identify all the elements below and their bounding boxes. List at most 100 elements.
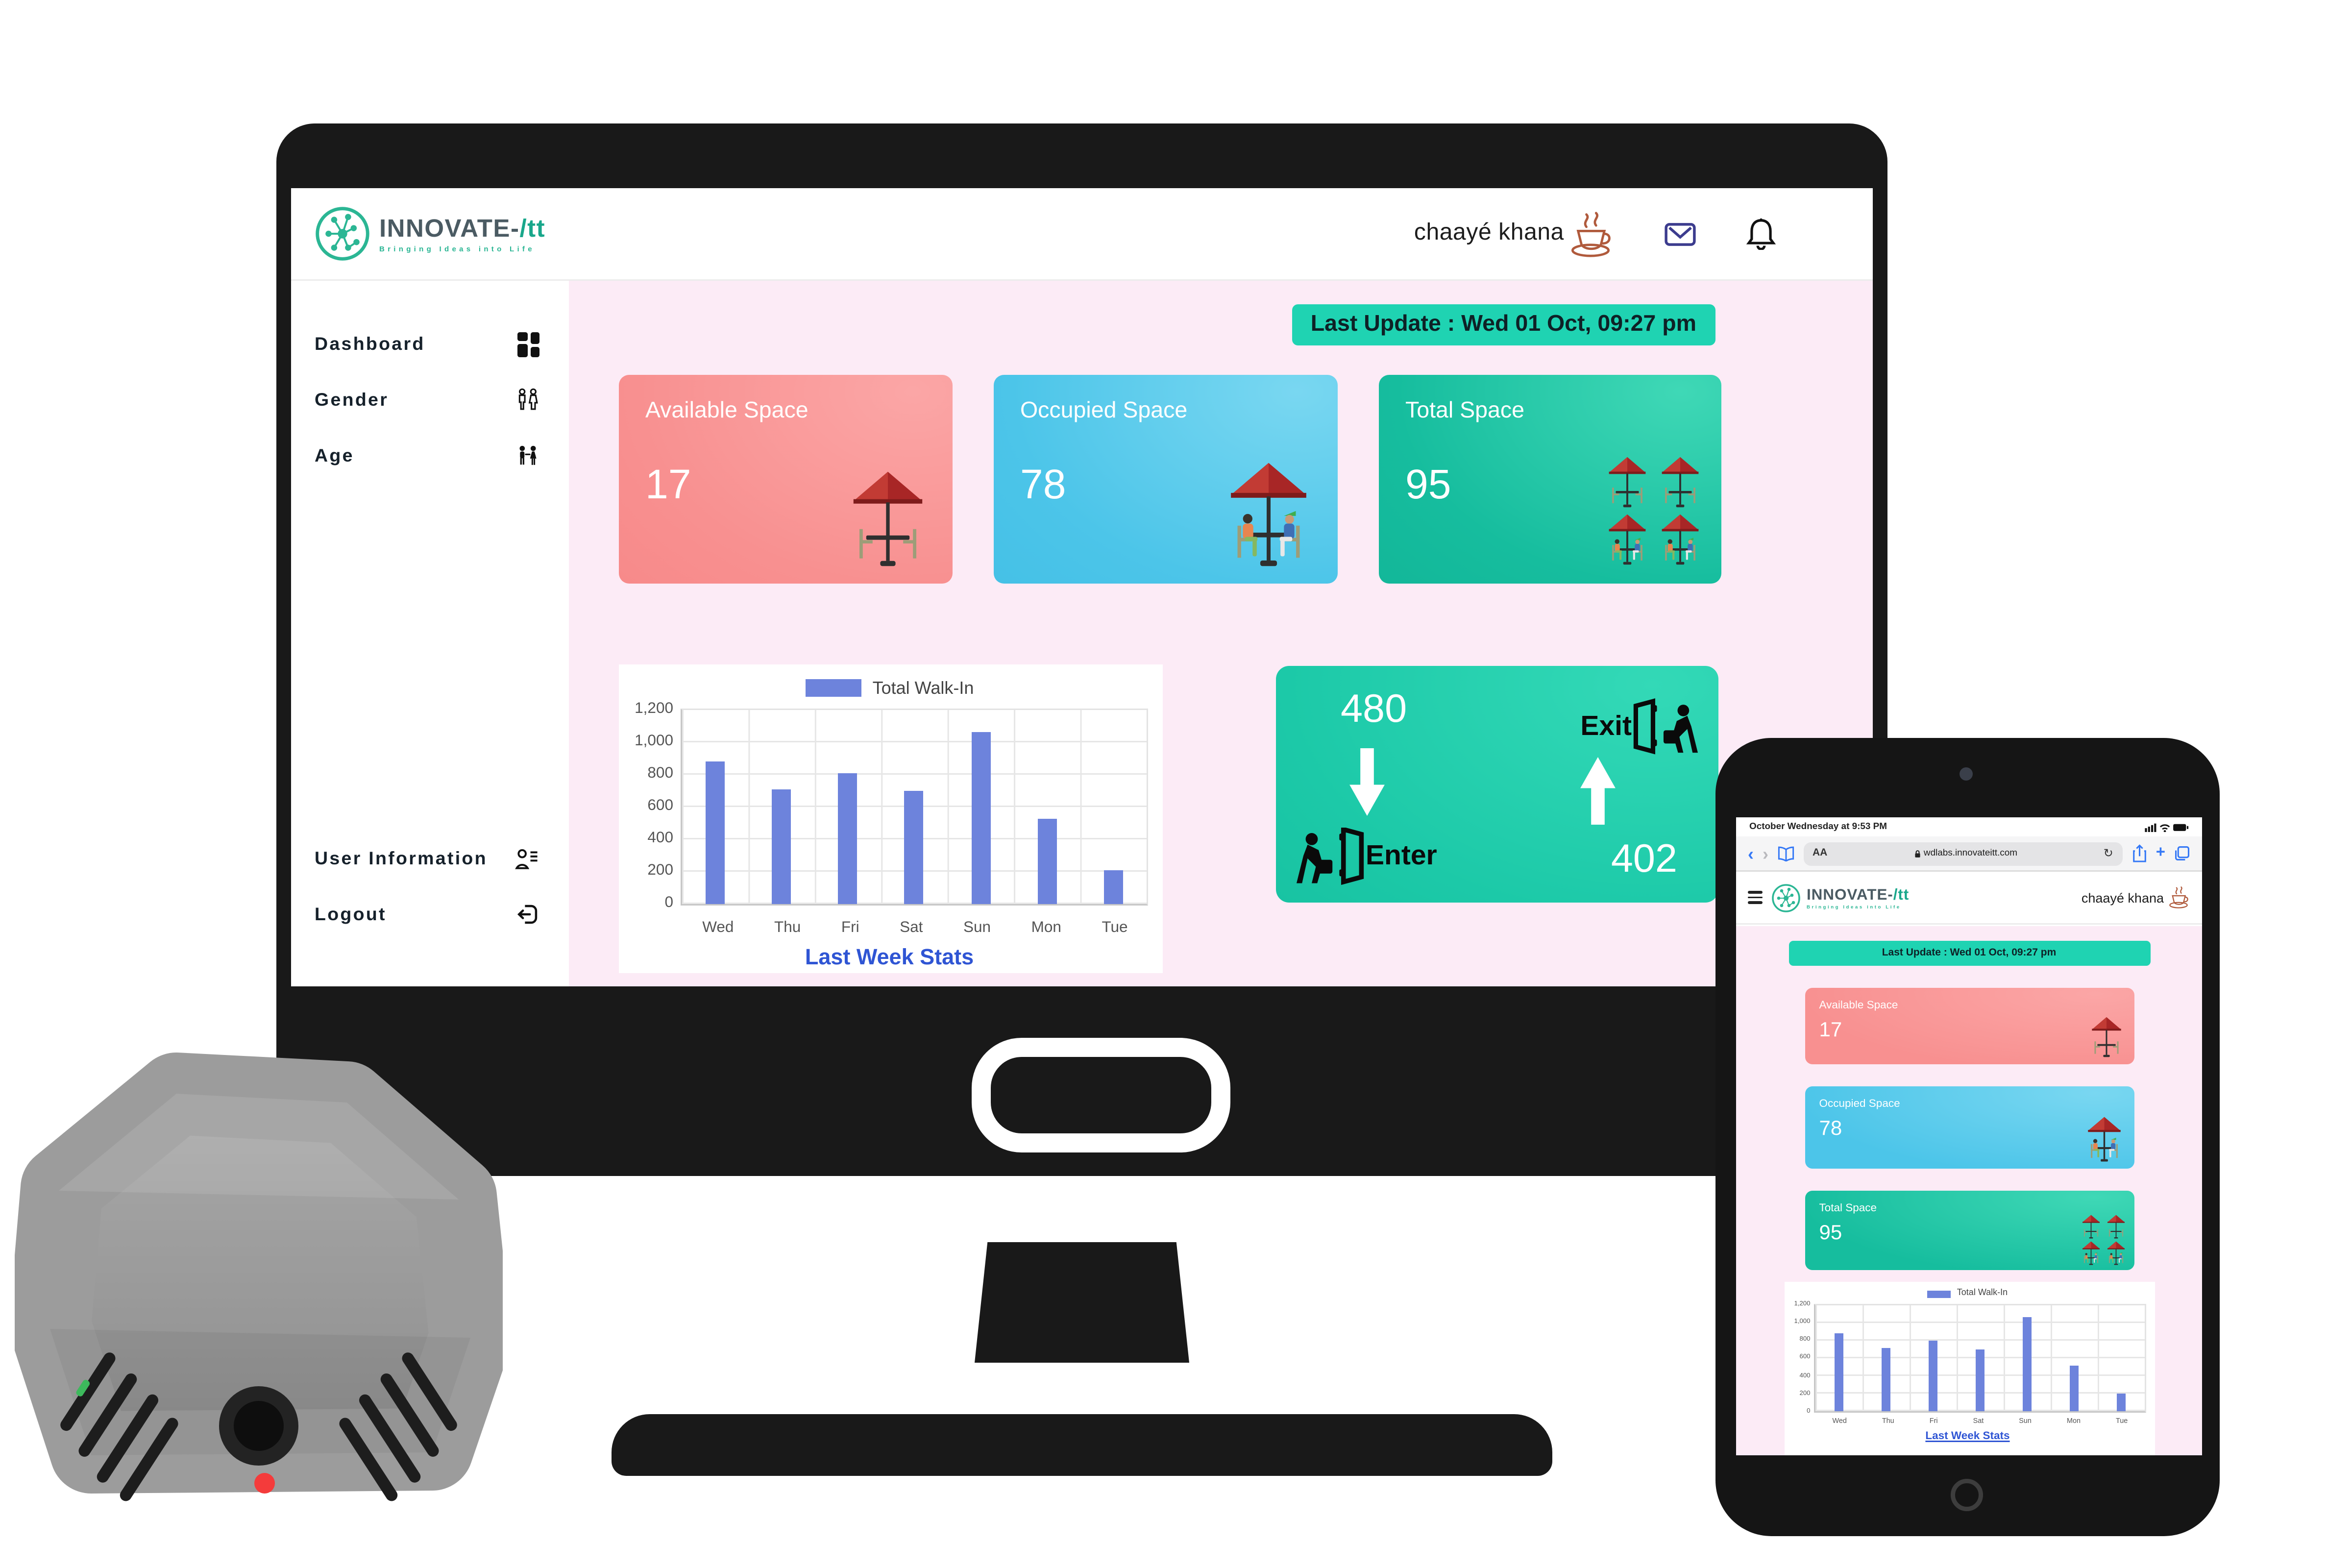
desktop-monitor: INNOVATE-/tt Bringing Ideas into Life ch…	[276, 123, 1887, 1176]
page-url: wdlabs.innovateitt.com	[1833, 848, 2097, 858]
monitor-stand-neck	[975, 1242, 1189, 1363]
tablet-browser-bar: ‹ › AA wdlabs.innovateitt.com ↻	[1736, 836, 2202, 872]
notifications-bell-icon[interactable]	[1746, 218, 1776, 250]
enter-door-icon	[1297, 828, 1364, 886]
dashboard-grid-icon	[517, 331, 539, 357]
desktop-screen: INNOVATE-/tt Bringing Ideas into Life ch…	[291, 188, 1873, 986]
umbrella-tables-grid-icon	[1607, 456, 1701, 566]
chart-grid	[681, 709, 1148, 906]
down-arrow-icon	[1349, 748, 1385, 816]
tablet-camera	[1960, 767, 1973, 781]
walkin-chart-card: Total Walk-In 1,200 1,000 800 600 400 200 0 We…	[619, 664, 1163, 973]
tablet-status-bar: October Wednesday at 9:53 PM	[1736, 817, 2202, 836]
last-update-banner: Last Update : Wed 01 Oct, 09:27 pm	[1291, 304, 1715, 345]
browser-back-button[interactable]: ‹	[1748, 843, 1754, 864]
sidebar: Dashboard Gender Age	[291, 281, 569, 986]
customer-brand: chaayé khana	[1414, 211, 1614, 257]
bookmarks-icon[interactable]	[1777, 845, 1795, 861]
sidebar-item-user-information[interactable]: User Information	[291, 831, 569, 886]
monitor-stand-base	[612, 1414, 1552, 1476]
logo-title: INNOVATE-/tt	[379, 214, 546, 242]
sidebar-item-age[interactable]: Age	[291, 428, 569, 484]
walkin-chart-card: Total Walk-In 1,200 1,000 800 600 400 200 0 We…	[1784, 1282, 2155, 1455]
total-space-card: Total Space 95	[1804, 1191, 2134, 1270]
chart-y-axis: 1,200 1,000 800 600 400 200 0	[635, 700, 673, 911]
monitor-logo-slot	[972, 1038, 1230, 1152]
coffee-cup-icon	[1567, 211, 1614, 257]
new-tab-button[interactable]: +	[2156, 844, 2165, 861]
chart-legend: Total Walk-In	[631, 678, 1148, 698]
legend-swatch	[805, 679, 861, 697]
sidebar-item-dashboard[interactable]: Dashboard	[291, 316, 569, 372]
tablet-dashboard-content: Last Update : Wed 01 Oct, 09:27 pm Avail…	[1736, 926, 2202, 1455]
tablet-screen: October Wednesday at 9:53 PM ‹ › AA	[1736, 817, 2202, 1455]
device-green-led	[76, 1379, 90, 1396]
umbrella-table-people-icon	[2085, 1116, 2122, 1163]
share-icon[interactable]	[2131, 844, 2147, 863]
brand-name: chaayé khana	[1414, 220, 1564, 245]
chart-bars	[682, 710, 1147, 904]
last-update-banner: Last Update : Wed 01 Oct, 09:27 pm	[1788, 941, 2150, 966]
iot-sensor-device	[15, 1047, 503, 1535]
chart-x-axis: Wed Thu Fri Sat Sun Mon Tue	[1832, 1419, 2128, 1426]
enter-count: 480	[1341, 686, 1407, 731]
logout-icon	[517, 905, 538, 924]
enter-exit-card: 480 Enter Exit	[1276, 666, 1718, 903]
legend-label: Total Walk-In	[872, 678, 974, 698]
chart-title: Last Week Stats	[805, 945, 974, 970]
user-list-icon	[515, 848, 538, 869]
legend-swatch	[1927, 1290, 1951, 1298]
umbrella-table-icon	[2090, 1016, 2121, 1058]
occupied-space-card: Occupied Space 78	[994, 375, 1338, 584]
status-icons	[2145, 823, 2189, 832]
device-lens	[234, 1401, 284, 1451]
header-actions: chaayé khana	[1414, 211, 1873, 257]
innovate-logo-icon	[1772, 883, 1800, 912]
innovate-logo-icon	[315, 206, 370, 262]
children-icon	[519, 445, 537, 465]
address-bar[interactable]: AA wdlabs.innovateitt.com ↻	[1804, 841, 2122, 865]
mail-icon[interactable]	[1664, 221, 1696, 246]
device-vents-left	[60, 1352, 178, 1501]
dashboard-content: Last Update : Wed 01 Oct, 09:27 pm Avail…	[569, 281, 1873, 986]
customer-brand: chaayé khana	[2082, 886, 2190, 908]
total-space-card: Total Space 95	[1379, 375, 1721, 584]
coffee-cup-icon	[2169, 886, 2188, 908]
desktop-header: INNOVATE-/tt Bringing Ideas into Life ch…	[291, 188, 1873, 281]
chart-y-axis: 1,200 1,000 800 600 400 200 0	[1794, 1299, 1811, 1414]
sidebar-item-logout[interactable]: Logout	[291, 886, 569, 942]
tablet-home-button[interactable]	[1951, 1479, 1983, 1511]
up-arrow-icon	[1580, 757, 1616, 825]
menu-hamburger-icon[interactable]	[1748, 891, 1763, 904]
chart-grid	[1813, 1304, 2146, 1413]
occupied-space-card: Occupied Space 78	[1804, 1086, 2134, 1169]
tabs-icon[interactable]	[2174, 845, 2190, 861]
device-vents-right	[339, 1352, 457, 1501]
umbrella-tables-grid-icon	[2081, 1214, 2125, 1266]
available-space-card: Available Space 17	[619, 375, 953, 584]
gender-figures-icon	[518, 388, 538, 410]
sidebar-item-gender[interactable]: Gender	[291, 372, 569, 428]
chart-title: Last Week Stats	[1925, 1429, 2010, 1442]
reader-text-size-button[interactable]: AA	[1813, 848, 1828, 858]
umbrella-table-people-icon	[1226, 460, 1311, 569]
browser-forward-button[interactable]: ›	[1763, 843, 1768, 864]
enter-group: Enter	[1297, 828, 1437, 886]
exit-group: Exit	[1580, 698, 1698, 757]
chart-x-axis: Wed Thu Fri Sat Sun Mon Tue	[702, 919, 1128, 936]
tablet-app-header: INNOVATE-/tt Bringing Ideas into Life ch…	[1736, 872, 2202, 925]
available-space-card: Available Space 17	[1804, 988, 2134, 1064]
device-red-led	[254, 1473, 275, 1494]
logo-tagline: Bringing Ideas into Life	[379, 245, 535, 254]
exit-door-icon	[1633, 698, 1698, 757]
exit-count: 402	[1611, 836, 1677, 881]
umbrella-table-icon	[850, 469, 926, 569]
sidebar-spacer	[291, 484, 569, 831]
chart-plot: 1,200 1,000 800 600 400 200 0	[631, 701, 1148, 910]
refresh-button[interactable]: ↻	[2103, 847, 2113, 860]
chart-bars	[1815, 1305, 2144, 1411]
stat-cards-row: Available Space 17 Occupied Space 78 Tot…	[619, 375, 1721, 584]
tablet-device: October Wednesday at 9:53 PM ‹ › AA	[1715, 738, 2220, 1536]
app-logo: INNOVATE-/tt Bringing Ideas into Life	[315, 206, 545, 262]
